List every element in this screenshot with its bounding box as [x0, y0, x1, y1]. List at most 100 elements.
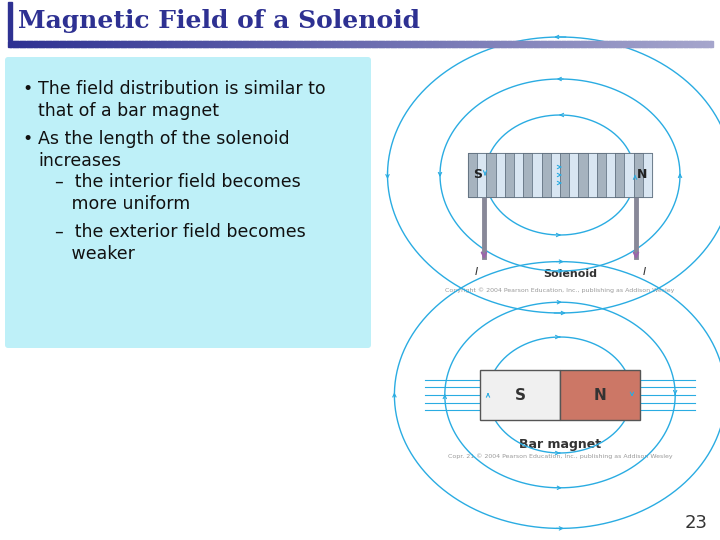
Text: I: I — [642, 267, 646, 277]
Bar — [362, 41, 366, 47]
Bar — [583, 41, 586, 47]
Text: N: N — [636, 168, 647, 181]
Bar — [522, 41, 526, 47]
Bar — [593, 41, 595, 47]
Bar — [492, 41, 495, 47]
Bar — [449, 41, 453, 47]
Bar — [348, 41, 351, 47]
Bar — [649, 41, 652, 47]
Bar — [196, 41, 199, 47]
Bar — [611, 41, 614, 47]
Bar — [62, 41, 66, 47]
Bar — [158, 41, 161, 47]
Bar — [539, 41, 541, 47]
Bar — [379, 41, 382, 47]
Bar — [472, 41, 476, 47]
Bar — [198, 41, 202, 47]
Bar — [602, 41, 605, 47]
Bar — [132, 41, 135, 47]
Bar — [658, 41, 662, 47]
Bar — [181, 41, 185, 47]
Bar — [156, 41, 159, 47]
Bar — [444, 41, 448, 47]
Bar — [688, 41, 692, 47]
Bar — [121, 41, 124, 47]
Bar — [8, 41, 12, 47]
Bar — [161, 41, 164, 47]
Bar — [485, 41, 487, 47]
Bar — [10, 41, 14, 47]
Text: Solenoid: Solenoid — [543, 269, 597, 279]
Bar — [231, 41, 234, 47]
Bar — [163, 41, 166, 47]
Bar — [351, 41, 354, 47]
Bar — [271, 41, 274, 47]
Text: –  the interior field becomes: – the interior field becomes — [55, 173, 301, 191]
Bar — [536, 41, 539, 47]
Bar — [468, 153, 477, 197]
Bar — [551, 153, 560, 197]
Bar — [470, 41, 474, 47]
Bar — [447, 41, 450, 47]
Bar — [480, 41, 483, 47]
Bar — [705, 41, 708, 47]
Bar — [24, 41, 28, 47]
Bar — [219, 41, 222, 47]
Bar — [81, 41, 84, 47]
Bar — [116, 41, 120, 47]
Bar — [67, 41, 70, 47]
Bar — [22, 41, 25, 47]
Bar — [34, 41, 37, 47]
Bar — [377, 41, 379, 47]
Bar — [297, 41, 300, 47]
Bar — [686, 41, 690, 47]
Bar — [513, 41, 516, 47]
Bar — [341, 41, 345, 47]
Bar — [604, 41, 608, 47]
Bar — [647, 41, 649, 47]
Bar — [580, 41, 584, 47]
Bar — [144, 41, 148, 47]
Bar — [548, 41, 551, 47]
Bar — [386, 41, 390, 47]
Bar — [55, 41, 58, 47]
Text: Bar magnet: Bar magnet — [519, 438, 601, 451]
Bar — [278, 41, 282, 47]
Bar — [621, 41, 624, 47]
Bar — [684, 41, 687, 47]
Bar — [200, 41, 204, 47]
Bar — [365, 41, 368, 47]
Bar — [38, 41, 42, 47]
Bar — [264, 41, 267, 47]
Bar — [372, 41, 375, 47]
Bar — [405, 41, 408, 47]
Bar — [203, 41, 206, 47]
Bar — [526, 41, 530, 47]
Bar — [524, 41, 528, 47]
Bar — [289, 41, 293, 47]
Bar — [672, 41, 675, 47]
Bar — [41, 41, 44, 47]
Bar — [168, 41, 171, 47]
Bar — [585, 41, 589, 47]
Bar — [282, 41, 286, 47]
Bar — [531, 41, 535, 47]
Bar — [109, 41, 112, 47]
Bar — [514, 153, 523, 197]
Bar — [261, 41, 265, 47]
Bar — [369, 41, 373, 47]
Bar — [468, 41, 472, 47]
Text: weaker: weaker — [55, 245, 135, 263]
Bar — [562, 41, 565, 47]
Bar — [487, 153, 495, 197]
Bar — [662, 41, 666, 47]
Text: As the length of the solenoid: As the length of the solenoid — [38, 130, 289, 148]
Bar — [599, 41, 603, 47]
Bar — [675, 41, 678, 47]
Bar — [475, 41, 478, 47]
Bar — [588, 41, 591, 47]
Bar — [76, 41, 79, 47]
Bar — [90, 41, 94, 47]
Bar — [574, 41, 577, 47]
Text: N: N — [593, 388, 606, 402]
